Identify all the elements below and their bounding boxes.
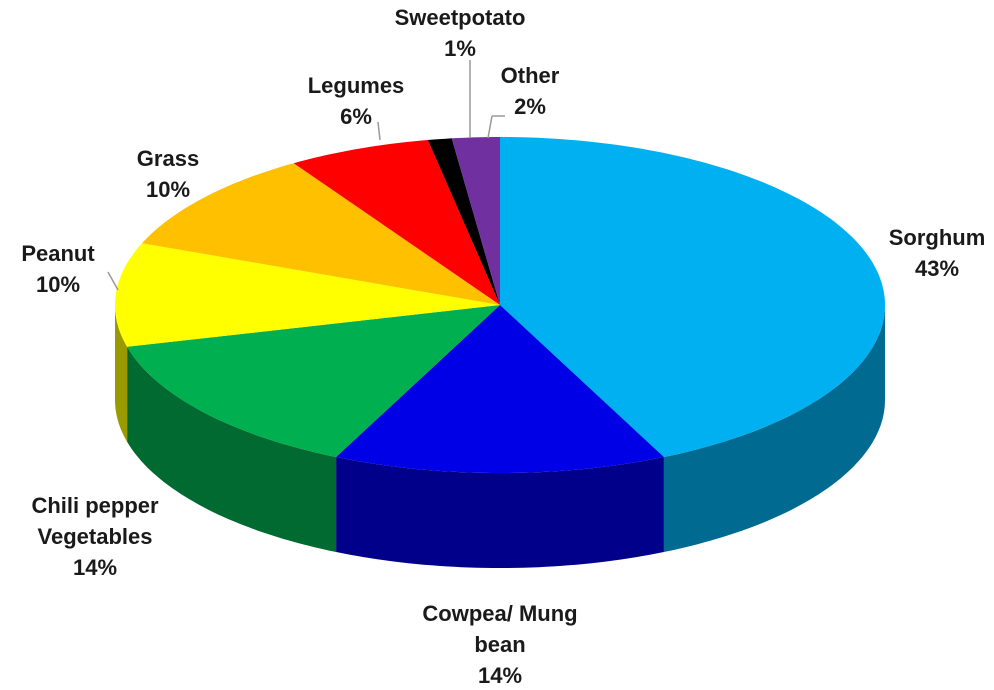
- slice-label: Other 2%: [485, 60, 575, 122]
- slice: [451, 137, 500, 305]
- leader-line: [107, 271, 119, 291]
- category-label: Other: [500, 63, 560, 88]
- slice-side: [663, 305, 885, 552]
- category-label: Sorghum: [888, 225, 986, 250]
- slice-label: Chili pepper Vegetables 14%: [10, 490, 180, 583]
- value-label: 10%: [145, 177, 191, 202]
- category-label: Grass: [136, 146, 200, 171]
- category-label: Legumes: [307, 73, 405, 98]
- slice-label: Cowpea/ Mung bean 14%: [400, 598, 600, 690]
- category-label: Cowpea/ Mung bean: [422, 601, 578, 657]
- category-label: Chili pepper Vegetables: [31, 493, 159, 549]
- slice-side: [336, 457, 664, 568]
- value-label: 43%: [914, 256, 960, 281]
- value-label: 14%: [72, 555, 118, 580]
- slice: [500, 137, 885, 457]
- slice: [293, 140, 500, 305]
- slice: [115, 243, 500, 347]
- leader-line: [487, 115, 493, 139]
- value-label: 10%: [35, 272, 81, 297]
- slice-label: Legumes 6%: [296, 70, 416, 132]
- value-label: 1%: [444, 36, 476, 61]
- slice-label: Grass 10%: [113, 143, 223, 205]
- slice: [336, 305, 664, 473]
- category-label: Sweetpotato: [394, 5, 526, 30]
- category-label: Peanut: [21, 241, 95, 266]
- slice: [427, 138, 500, 305]
- slice-side: [115, 305, 128, 442]
- slice-label: Sorghum 43%: [877, 222, 994, 284]
- slice-label: Peanut 10%: [3, 238, 113, 300]
- leader-line: [377, 121, 381, 141]
- slice-side: [127, 346, 337, 552]
- slice-label: Sweetpotato 1%: [380, 2, 540, 64]
- value-label: 6%: [340, 104, 372, 129]
- slice: [127, 305, 500, 457]
- slice: [142, 163, 500, 305]
- value-label: 2%: [514, 94, 546, 119]
- value-label: 14%: [477, 663, 523, 688]
